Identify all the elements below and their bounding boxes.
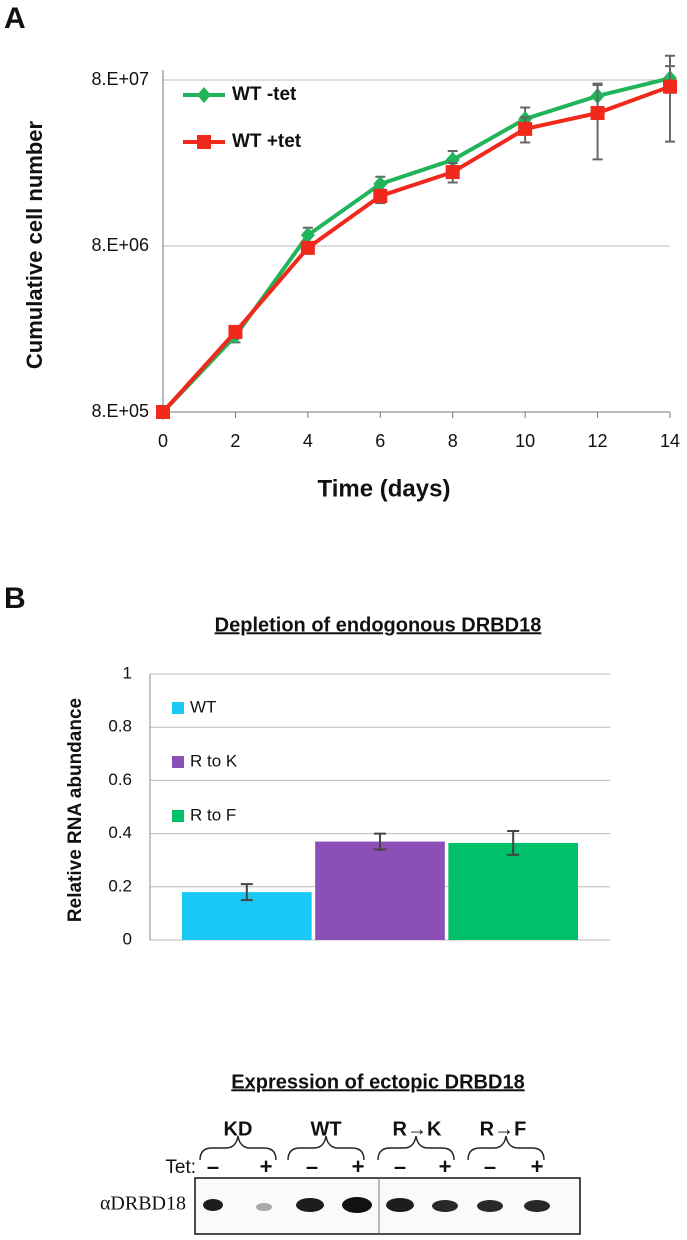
chart-title: Depletion of endogonous DRBD18 xyxy=(215,614,542,636)
x-tick-label: 14 xyxy=(660,431,680,451)
y-tick-label: 8.E+07 xyxy=(91,69,149,89)
line xyxy=(161,76,671,414)
group-label: KD xyxy=(224,1118,253,1140)
marker xyxy=(197,135,211,149)
marker xyxy=(156,405,170,419)
marker xyxy=(300,240,315,255)
error-bar xyxy=(592,84,603,161)
y-tick-label: 1 xyxy=(123,663,132,682)
error-bar xyxy=(507,829,520,856)
legend-label: R to F xyxy=(190,805,236,824)
marker xyxy=(373,189,388,204)
tet-sign: + xyxy=(531,1154,544,1179)
legend-label: WT +tet xyxy=(232,131,302,152)
blot-title: Expression of ectopic DRBD18 xyxy=(231,1071,524,1093)
tet-sign: + xyxy=(439,1154,452,1179)
x-tick-label: 4 xyxy=(303,431,313,451)
marker xyxy=(445,165,460,180)
tet-sign: + xyxy=(352,1154,365,1179)
panel-label: B xyxy=(4,582,26,615)
error-bar xyxy=(240,883,253,902)
y-tick-label: 8.E+06 xyxy=(91,235,149,255)
y-axis-title: Cumulative cell number xyxy=(22,120,47,369)
legend-label: R to K xyxy=(190,751,238,770)
legend-label: WT -tet xyxy=(232,84,297,105)
marker xyxy=(663,79,677,94)
y-tick-label: 0.6 xyxy=(108,770,132,789)
antibody-label: αDRBD18 xyxy=(100,1193,186,1215)
bar xyxy=(315,841,445,940)
x-axis-title: Time (days) xyxy=(318,475,451,502)
marker xyxy=(228,324,243,339)
panel-label: A xyxy=(4,2,26,35)
legend-swatch xyxy=(172,756,184,768)
x-tick-label: 0 xyxy=(158,431,168,451)
braces xyxy=(199,1135,545,1161)
error-bar xyxy=(665,54,675,143)
marker xyxy=(518,121,533,136)
marker xyxy=(197,87,211,103)
bar xyxy=(448,842,578,940)
group-label: R→F xyxy=(480,1118,527,1140)
marker xyxy=(590,106,605,121)
marker xyxy=(373,176,388,193)
tet-sign: – xyxy=(207,1154,219,1179)
y-tick-label: 0.4 xyxy=(108,823,132,842)
tet-sign: + xyxy=(260,1154,273,1179)
error-bar xyxy=(374,832,386,851)
x-tick-label: 8 xyxy=(448,431,458,451)
y-tick-label: 0.2 xyxy=(108,876,132,895)
tet-sign: – xyxy=(394,1154,406,1179)
x-tick-label: 6 xyxy=(375,431,385,451)
tet-sign: – xyxy=(306,1154,318,1179)
legend-label: WT xyxy=(190,697,216,716)
marker xyxy=(300,227,315,244)
y-tick-label: 0 xyxy=(123,929,132,948)
y-axis-title: Relative RNA abundance xyxy=(65,698,86,922)
x-tick-label: 10 xyxy=(515,431,535,451)
line xyxy=(161,84,671,414)
y-tick-label: 0.8 xyxy=(108,717,132,736)
x-tick-label: 2 xyxy=(230,431,240,451)
x-tick-label: 12 xyxy=(588,431,608,451)
legend-swatch xyxy=(172,702,184,714)
bands xyxy=(203,1197,550,1213)
legend-swatch xyxy=(172,810,184,822)
group-label: WT xyxy=(310,1118,341,1140)
group-label: R→K xyxy=(393,1118,442,1140)
tet-sign: – xyxy=(484,1154,496,1179)
y-tick-label: 8.E+05 xyxy=(91,401,149,421)
tet-label: Tet: xyxy=(165,1157,196,1178)
